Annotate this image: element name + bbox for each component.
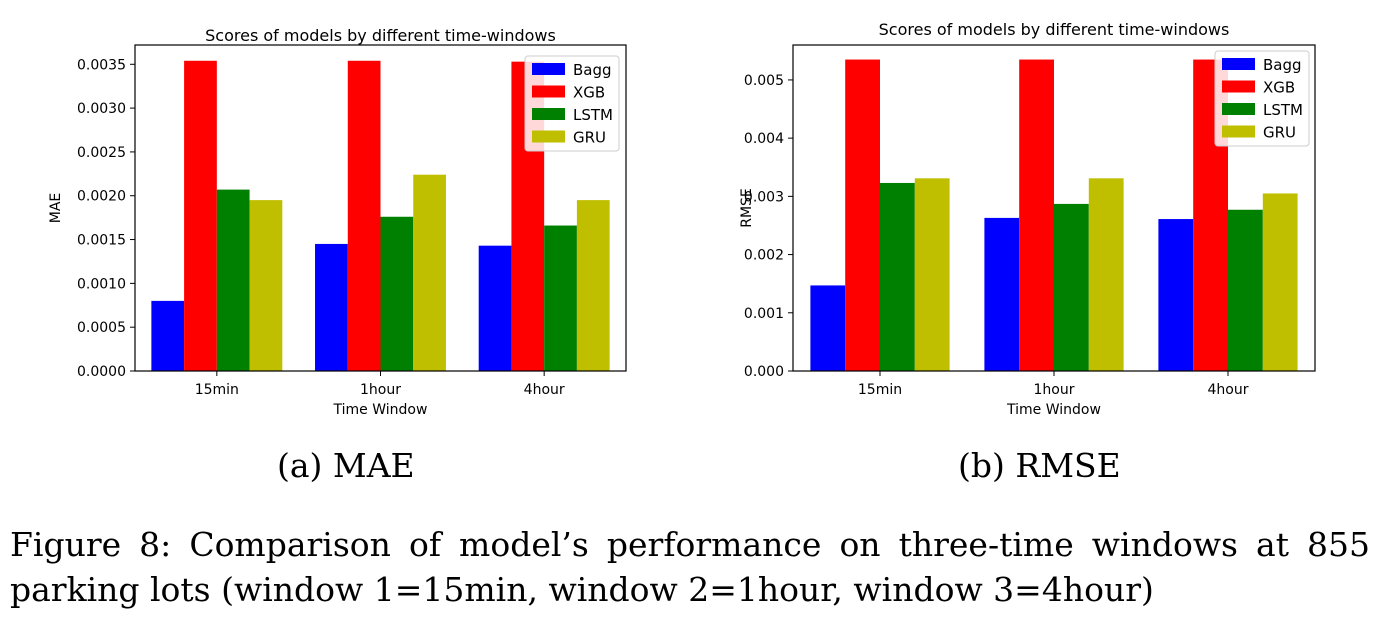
mae-bar-lstm-4hour <box>544 225 577 371</box>
figure-caption: Figure 8: Comparison of model’s performa… <box>10 525 1370 609</box>
rmse-bar-lstm-1hour <box>1054 203 1089 371</box>
rmse-bar-bagg-1hour <box>984 217 1020 371</box>
rmse-bar-xgb-15min <box>845 59 880 372</box>
rmse-bar-lstm-15min <box>880 182 915 371</box>
mae-bar-xgb-15min <box>184 60 217 372</box>
subcaption-a: (a) MAE <box>277 446 415 485</box>
rmse-x-tick-label: 15min <box>858 382 902 398</box>
rmse-y-tick-label: 0.000 <box>744 364 784 380</box>
mae-legend-label-gru: GRU <box>573 129 606 147</box>
rmse-bar-lstm-4hour <box>1228 209 1263 371</box>
rmse-legend-swatch-lstm <box>1222 103 1255 115</box>
rmse-chart-title: Scores of models by different time-windo… <box>879 20 1230 39</box>
rmse-y-tick-label: 0.002 <box>744 248 784 264</box>
rmse-x-axis-label: Time Window <box>1006 402 1101 418</box>
mae-bar-bagg-15min <box>151 300 185 371</box>
mae-y-tick-label: 0.0010 <box>77 276 126 292</box>
rmse-legend-label-xgb: XGB <box>1263 79 1295 97</box>
rmse-x-tick-label: 1hour <box>1034 382 1075 398</box>
rmse-bar-bagg-4hour <box>1158 219 1194 371</box>
rmse-legend-label-lstm: LSTM <box>1263 101 1303 119</box>
rmse-legend-box <box>1214 50 1310 147</box>
subcaption-b: (b) RMSE <box>958 446 1121 485</box>
mae-legend-swatch-lstm <box>532 108 565 120</box>
rmse-bar-xgb-1hour <box>1019 59 1054 372</box>
rmse-bar-bagg-15min <box>810 285 846 371</box>
mae-legend-label-lstm: LSTM <box>573 106 613 124</box>
rmse-legend-swatch-bagg <box>1222 58 1255 70</box>
rmse-legend-swatch-xgb <box>1222 80 1255 93</box>
rmse-bar-gru-1hour <box>1088 178 1124 371</box>
mae-bar-gru-4hour <box>576 200 610 371</box>
mae-y-tick-label: 0.0005 <box>77 320 126 336</box>
mae-bar-bagg-4hour <box>478 245 512 371</box>
mae-bar-gru-15min <box>249 200 283 371</box>
mae-y-tick-label: 0.0025 <box>77 145 126 161</box>
rmse-x-tick-label: 4hour <box>1208 382 1249 398</box>
mae-bar-gru-1hour <box>413 174 446 371</box>
mae-legend-box <box>524 55 620 152</box>
rmse-bar-gru-15min <box>914 178 950 371</box>
rmse-y-tick-label: 0.001 <box>744 306 784 322</box>
rmse-legend-label-bagg: Bagg <box>1263 56 1302 74</box>
mae-x-axis-label: Time Window <box>333 402 428 418</box>
mae-bar-lstm-15min <box>216 189 250 371</box>
mae-legend-swatch-xgb <box>532 85 565 98</box>
mae-x-tick-label: 15min <box>195 382 239 398</box>
mae-legend-swatch-bagg <box>532 63 565 75</box>
mae-y-tick-label: 0.0035 <box>77 57 126 73</box>
mae-y-axis-label: MAE <box>48 193 64 224</box>
rmse-y-tick-label: 0.003 <box>744 189 784 205</box>
mae-chart-title: Scores of models by different time-windo… <box>205 26 556 45</box>
mae-legend-label-xgb: XGB <box>573 84 605 102</box>
rmse-y-axis-label: RMSE <box>739 188 755 228</box>
rmse-y-tick-label: 0.004 <box>744 131 784 147</box>
mae-x-tick-label: 4hour <box>524 382 565 398</box>
rmse-y-tick-label: 0.005 <box>744 73 784 89</box>
mae-y-tick-label: 0.0030 <box>77 101 126 117</box>
rmse-legend-swatch-gru <box>1222 125 1255 138</box>
mae-legend-swatch-gru <box>532 130 565 143</box>
mae-y-tick-label: 0.0015 <box>77 233 126 249</box>
mae-y-tick-label: 0.0020 <box>77 189 126 205</box>
mae-bar-lstm-1hour <box>380 216 414 371</box>
rmse-legend-label-gru: GRU <box>1263 124 1296 142</box>
mae-bar-bagg-1hour <box>315 243 348 371</box>
mae-x-tick-label: 1hour <box>360 382 401 398</box>
mae-bar-xgb-1hour <box>347 60 381 372</box>
mae-y-tick-label: 0.0000 <box>77 364 126 380</box>
rmse-bar-gru-4hour <box>1262 193 1298 371</box>
mae-legend-label-bagg: Bagg <box>573 61 612 79</box>
